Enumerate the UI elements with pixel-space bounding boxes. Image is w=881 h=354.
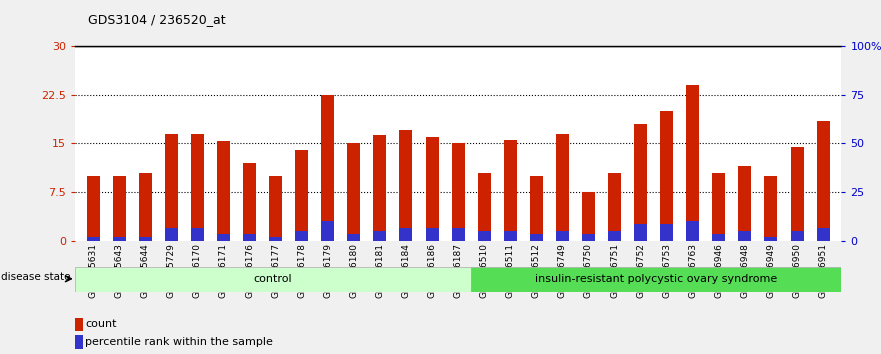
Bar	[139, 238, 152, 241]
Text: GDS3104 / 236520_at: GDS3104 / 236520_at	[88, 13, 226, 26]
Bar	[471, 267, 841, 292]
Text: disease state: disease state	[1, 272, 70, 282]
Bar	[295, 231, 308, 241]
Bar	[165, 133, 178, 241]
Bar	[191, 228, 204, 241]
Bar	[113, 176, 126, 241]
Bar	[686, 221, 700, 241]
Bar	[478, 172, 491, 241]
Bar	[452, 228, 464, 241]
Bar	[713, 172, 725, 241]
Text: control: control	[254, 274, 292, 284]
Bar	[634, 124, 648, 241]
Bar	[713, 234, 725, 241]
Bar	[660, 111, 673, 241]
Bar	[790, 231, 803, 241]
Bar	[790, 147, 803, 241]
Text: insulin-resistant polycystic ovary syndrome: insulin-resistant polycystic ovary syndr…	[536, 274, 777, 284]
Bar	[86, 238, 100, 241]
Bar	[75, 318, 83, 331]
Bar	[529, 234, 543, 241]
Bar	[504, 140, 517, 241]
Bar	[374, 135, 387, 241]
Bar	[322, 95, 334, 241]
Bar	[113, 238, 126, 241]
Bar	[582, 234, 595, 241]
Bar	[608, 172, 621, 241]
Bar	[556, 231, 569, 241]
Bar	[322, 221, 334, 241]
Bar	[217, 234, 230, 241]
Bar	[817, 228, 830, 241]
Bar	[738, 231, 751, 241]
Bar	[295, 150, 308, 241]
Bar	[426, 228, 439, 241]
Bar	[399, 130, 412, 241]
Bar	[75, 267, 471, 292]
Bar	[738, 166, 751, 241]
Bar	[243, 163, 256, 241]
Bar	[765, 176, 778, 241]
Bar	[817, 121, 830, 241]
Bar	[269, 176, 282, 241]
Bar	[347, 143, 360, 241]
Bar	[634, 224, 648, 241]
Bar	[243, 234, 256, 241]
Bar	[191, 133, 204, 241]
Bar	[269, 238, 282, 241]
Bar	[374, 231, 387, 241]
Bar	[426, 137, 439, 241]
Bar	[165, 228, 178, 241]
Bar	[478, 231, 491, 241]
Bar	[529, 176, 543, 241]
Bar	[660, 224, 673, 241]
Bar	[504, 231, 517, 241]
Bar	[86, 176, 100, 241]
Bar	[686, 85, 700, 241]
Bar	[399, 228, 412, 241]
Text: percentile rank within the sample: percentile rank within the sample	[85, 337, 273, 347]
Text: count: count	[85, 319, 116, 329]
Bar	[765, 238, 778, 241]
Bar	[582, 192, 595, 241]
Bar	[608, 231, 621, 241]
Bar	[452, 143, 464, 241]
Bar	[139, 172, 152, 241]
Bar	[75, 335, 83, 349]
Bar	[556, 133, 569, 241]
Bar	[347, 234, 360, 241]
Bar	[217, 141, 230, 241]
